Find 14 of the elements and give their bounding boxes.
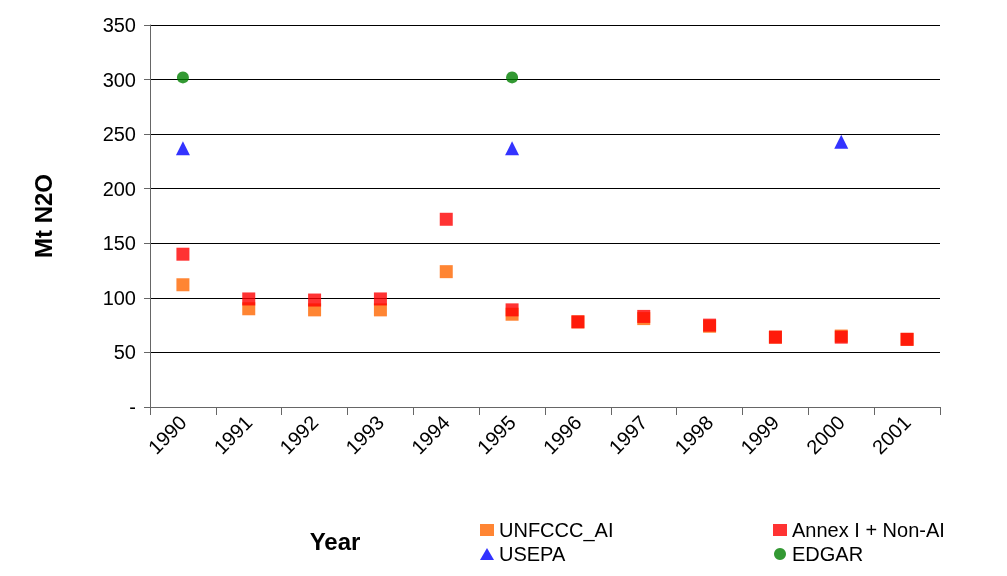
legend-label: UNFCCC_AI: [499, 519, 614, 542]
legend-label: EDGAR: [792, 543, 864, 565]
y-tick-label: 150: [102, 232, 136, 255]
y-tick-label: 200: [102, 177, 136, 200]
y-tick-label: 250: [102, 123, 136, 146]
y-tick-label: 300: [102, 68, 136, 91]
y-tick-label: 100: [102, 286, 136, 309]
y-tick-label: -: [129, 396, 136, 418]
y-tick-label: 350: [102, 14, 136, 36]
legend-label: USEPA: [499, 543, 566, 565]
y-axis-title: Mt N2O: [29, 174, 57, 258]
x-axis-title: Year: [309, 527, 361, 555]
legend-label: Annex I + Non-AI: [792, 519, 945, 541]
y-tick-label: 50: [113, 341, 136, 364]
